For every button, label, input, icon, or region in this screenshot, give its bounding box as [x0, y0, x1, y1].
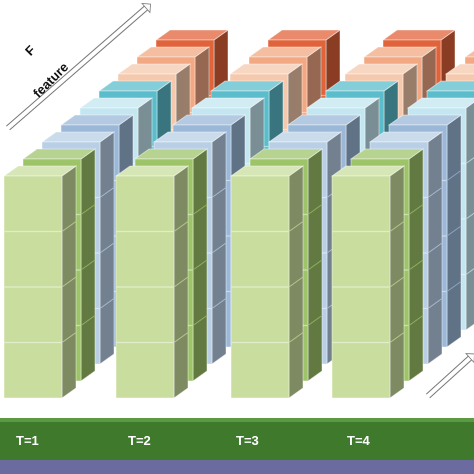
arrow-shaft-a: [429, 359, 473, 399]
feature-axis-arrow: [6, 3, 151, 131]
cell-divider-side: [99, 187, 115, 198]
cell-divider-side: [80, 204, 96, 215]
cell-divider-side: [99, 242, 115, 254]
cell-divider-side: [446, 225, 462, 237]
cell-divider-side: [80, 259, 96, 271]
cell-divider-side: [446, 281, 462, 292]
columns-layer: [2, 29, 474, 399]
arrow-head: [465, 353, 474, 364]
column-top-face: [463, 50, 474, 58]
cell-divider-side: [307, 259, 323, 271]
column-t1-layer-1: [2, 165, 78, 399]
depth-axis-arrow: [425, 353, 474, 399]
column-t3-layer-1: [229, 165, 305, 399]
cell-divider-side: [408, 315, 424, 326]
cell-divider-side: [446, 170, 462, 181]
cell-divider-side: [307, 315, 323, 326]
time-label-4: T=4: [347, 433, 370, 448]
cell-divider-side: [173, 221, 189, 232]
time-axis-bar: [0, 418, 474, 460]
arrow-shaft-a: [9, 9, 148, 131]
time-label-2: T=2: [128, 433, 151, 448]
cell-divider-side: [61, 276, 77, 288]
cell-divider-side: [427, 242, 443, 254]
time-axis-bar-highlight: [0, 418, 474, 422]
cell-divider-side: [288, 221, 304, 232]
arrows-layer: [6, 3, 474, 399]
cell-divider-side: [427, 187, 443, 198]
cell-divider-side: [99, 298, 115, 309]
cell-divider-side: [389, 332, 405, 343]
cell-divider-side: [211, 242, 227, 254]
arrow-shaft-b: [6, 5, 145, 127]
arrow-head: [141, 3, 151, 14]
arrow-shaft-b: [425, 355, 469, 395]
time-label-3: T=3: [236, 433, 259, 448]
column-t2-layer-1: [114, 165, 190, 399]
cell-divider-side: [211, 187, 227, 198]
cell-divider-side: [408, 204, 424, 215]
cell-divider-side: [61, 221, 77, 232]
cell-divider-side: [192, 204, 208, 215]
time-axis-bar-bottom: [0, 460, 474, 474]
cell-divider-side: [173, 332, 189, 343]
cell-divider-side: [389, 276, 405, 288]
time-label-1: T=1: [16, 433, 39, 448]
cell-divider-side: [288, 332, 304, 343]
cell-divider-side: [307, 204, 323, 215]
cell-divider-side: [465, 268, 474, 275]
cell-divider-side: [408, 259, 424, 271]
cell-divider-side: [192, 315, 208, 326]
cell-divider-side: [192, 259, 208, 271]
column-top-face: [444, 63, 474, 75]
cell-divider-side: [288, 276, 304, 288]
cell-divider-side: [389, 221, 405, 232]
cell-divider-side: [211, 298, 227, 309]
cell-divider-side: [173, 276, 189, 288]
cell-divider-side: [465, 212, 474, 220]
cell-divider-side: [80, 315, 96, 326]
column-t4-layer-1: [330, 165, 406, 399]
cell-divider-side: [61, 332, 77, 343]
cell-divider-side: [465, 157, 474, 164]
cell-divider-side: [427, 298, 443, 309]
